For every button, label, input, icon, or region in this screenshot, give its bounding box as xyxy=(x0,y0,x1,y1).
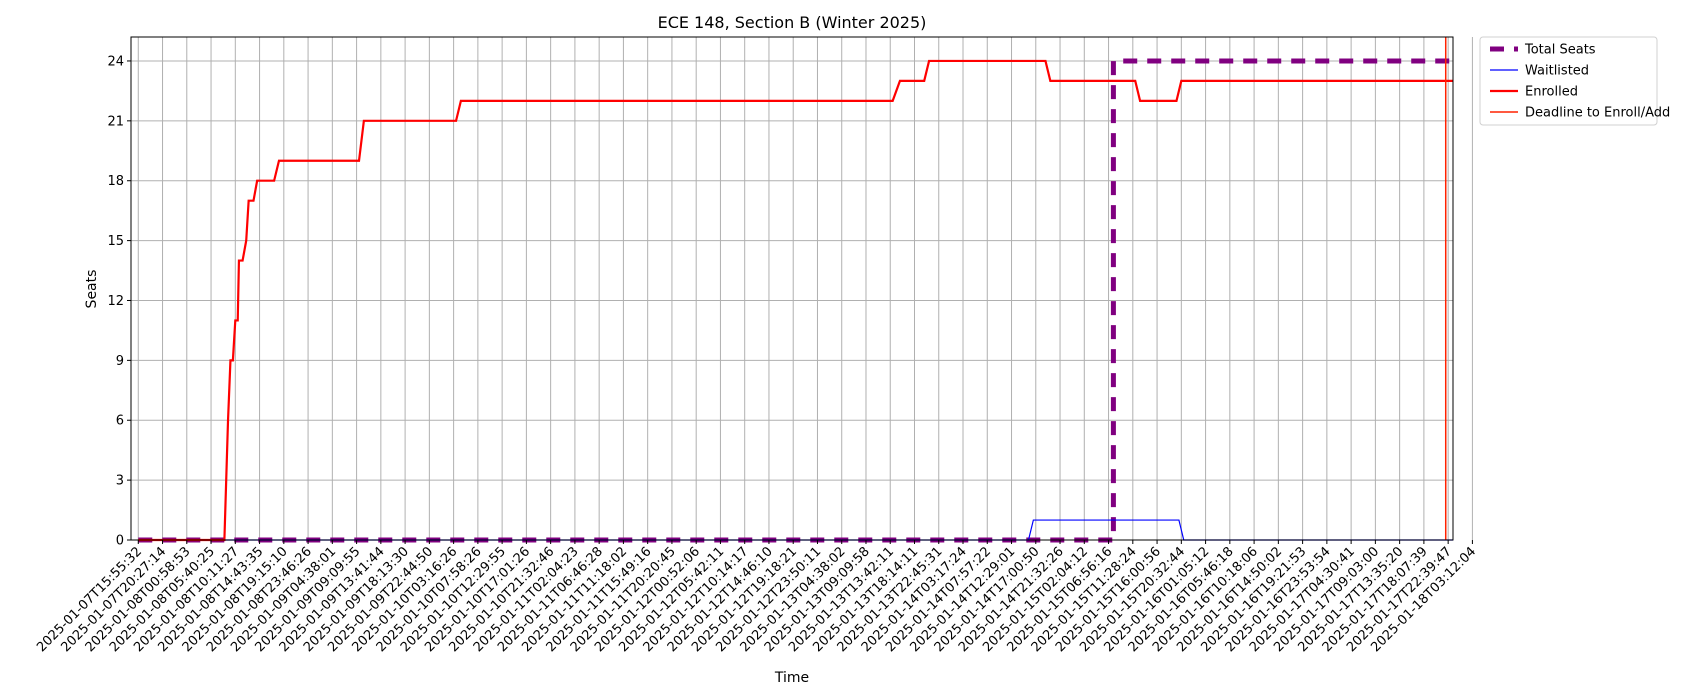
x-axis: 2025-01-07T15:55:322025-01-07T20:27:1420… xyxy=(34,540,1479,655)
legend-label: Deadline to Enroll/Add xyxy=(1525,106,1670,121)
y-tick-label: 15 xyxy=(107,234,124,249)
y-tick-label: 12 xyxy=(107,294,124,309)
y-tick-label: 18 xyxy=(107,174,124,189)
legend-label: Waitlisted xyxy=(1525,64,1589,79)
y-tick-label: 24 xyxy=(107,54,124,69)
plot-frame xyxy=(130,36,1454,541)
x-axis-title: Time xyxy=(774,670,809,686)
y-tick-label: 0 xyxy=(116,534,124,549)
grid xyxy=(131,37,1473,541)
series-line-enrolled xyxy=(138,59,1453,542)
y-axis-title: Seats xyxy=(84,270,100,309)
chart-title: ECE 148, Section B (Winter 2025) xyxy=(658,13,927,32)
y-tick-label: 9 xyxy=(116,354,124,369)
legend: Total Seats Waitlisted Enrolled Deadline to… xyxy=(1479,36,1670,126)
legend-box xyxy=(1479,36,1658,126)
y-tick-label: 6 xyxy=(116,414,124,429)
y-axis: 0 3 6 9 12 15 18 21 24 xyxy=(107,54,131,549)
y-tick-label: 21 xyxy=(107,114,124,129)
plot-series xyxy=(138,37,1453,543)
legend-label: Enrolled xyxy=(1525,85,1578,100)
y-tick-label: 3 xyxy=(116,474,124,489)
series-line-waitlisted xyxy=(138,519,1453,541)
legend-label: Total Seats xyxy=(1524,43,1596,58)
